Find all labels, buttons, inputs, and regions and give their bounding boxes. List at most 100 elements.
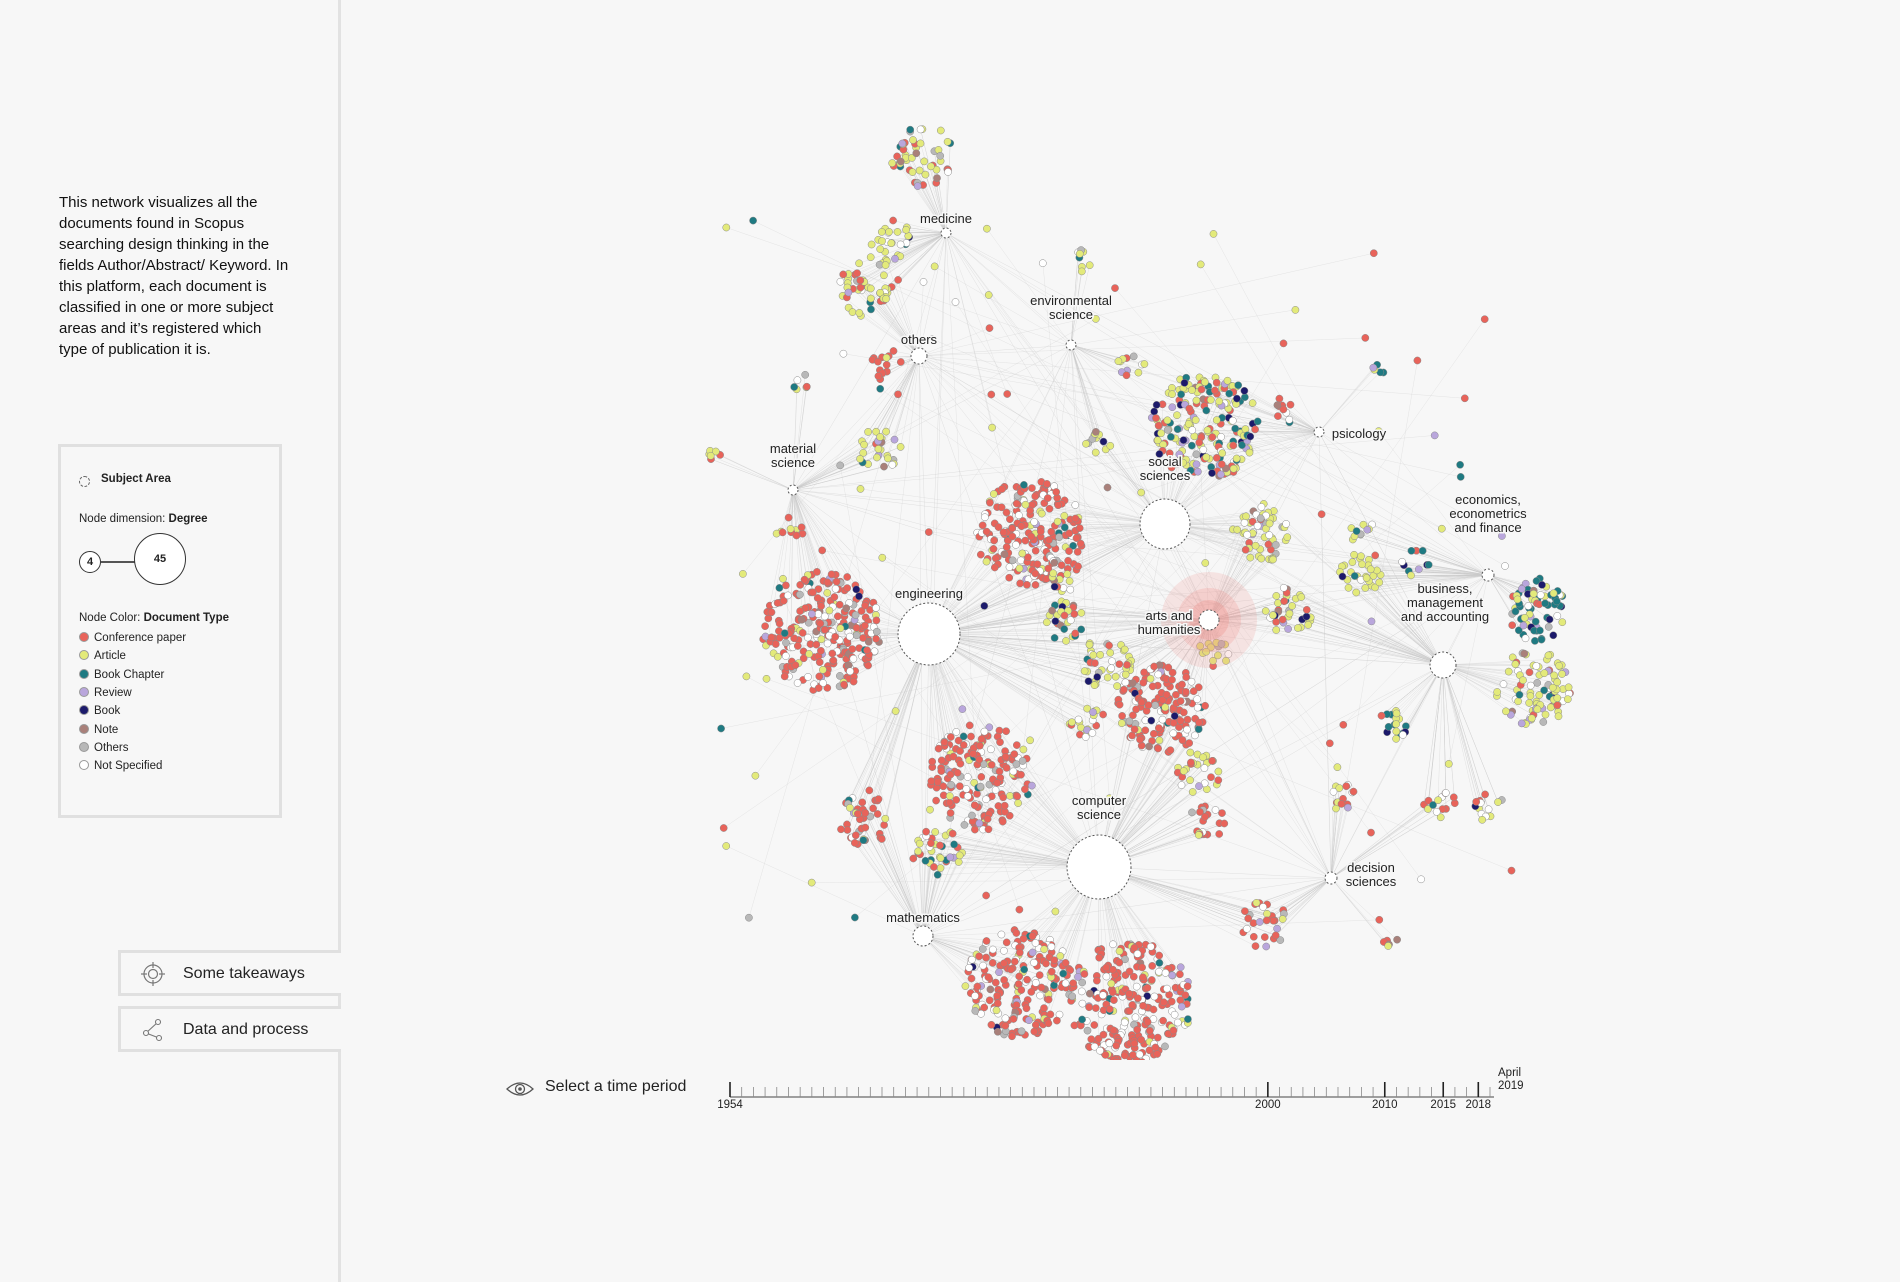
document-node[interactable] xyxy=(984,825,993,834)
document-node[interactable] xyxy=(1137,698,1146,707)
document-node[interactable] xyxy=(1154,744,1162,753)
subject-area-node[interactable] xyxy=(1065,339,1077,351)
document-node[interactable] xyxy=(780,629,789,638)
document-node[interactable] xyxy=(880,462,888,471)
document-node[interactable] xyxy=(1074,715,1083,724)
document-node[interactable] xyxy=(835,600,844,609)
document-node[interactable] xyxy=(1007,965,1015,974)
document-node[interactable] xyxy=(1173,411,1181,420)
document-node[interactable] xyxy=(909,136,917,144)
document-node[interactable] xyxy=(798,629,807,637)
document-node[interactable] xyxy=(1159,998,1168,1007)
document-node[interactable] xyxy=(1532,662,1541,670)
document-node[interactable] xyxy=(1033,560,1042,569)
document-node[interactable] xyxy=(1134,368,1143,377)
document-node[interactable] xyxy=(996,738,1004,747)
document-node[interactable] xyxy=(1533,679,1542,687)
document-node[interactable] xyxy=(1146,674,1155,683)
document-node[interactable] xyxy=(1158,696,1167,704)
document-node[interactable] xyxy=(1317,510,1326,519)
document-node[interactable] xyxy=(1407,571,1415,580)
document-node[interactable] xyxy=(779,574,787,583)
document-node[interactable] xyxy=(1352,527,1361,535)
document-node[interactable] xyxy=(1000,801,1009,810)
document-node[interactable] xyxy=(1302,612,1311,621)
document-node[interactable] xyxy=(861,601,869,610)
document-node[interactable] xyxy=(1252,898,1261,907)
document-node[interactable] xyxy=(887,239,896,248)
document-node[interactable] xyxy=(987,760,996,769)
document-node[interactable] xyxy=(914,847,922,856)
document-node[interactable] xyxy=(1186,748,1195,757)
document-node[interactable] xyxy=(853,269,861,278)
document-node[interactable] xyxy=(796,581,805,589)
document-node[interactable] xyxy=(1243,924,1251,933)
document-node[interactable] xyxy=(1342,782,1351,791)
document-node[interactable] xyxy=(950,840,958,849)
document-node[interactable] xyxy=(1436,813,1445,822)
document-node[interactable] xyxy=(800,575,809,584)
document-node[interactable] xyxy=(984,291,993,299)
document-node[interactable] xyxy=(1222,656,1230,665)
document-node[interactable] xyxy=(1232,454,1241,463)
document-node[interactable] xyxy=(1282,520,1290,528)
document-node[interactable] xyxy=(1080,970,1089,978)
document-node[interactable] xyxy=(1161,969,1170,977)
document-node[interactable] xyxy=(1139,1001,1147,1010)
document-node[interactable] xyxy=(775,584,784,592)
document-node[interactable] xyxy=(1009,1015,1018,1023)
document-node[interactable] xyxy=(830,593,839,601)
document-node[interactable] xyxy=(1480,315,1489,324)
document-node[interactable] xyxy=(853,809,862,818)
document-node[interactable] xyxy=(848,645,857,653)
document-node[interactable] xyxy=(1531,617,1540,626)
document-node[interactable] xyxy=(780,672,789,681)
document-node[interactable] xyxy=(1229,441,1238,450)
document-node[interactable] xyxy=(1269,555,1277,564)
document-node[interactable] xyxy=(804,633,812,642)
document-node[interactable] xyxy=(1002,764,1011,772)
document-node[interactable] xyxy=(1016,579,1024,588)
document-node[interactable] xyxy=(1082,439,1090,448)
document-node[interactable] xyxy=(1297,593,1306,601)
document-node[interactable] xyxy=(1050,558,1059,567)
document-node[interactable] xyxy=(1513,595,1522,604)
document-node[interactable] xyxy=(1120,1051,1129,1060)
document-node[interactable] xyxy=(1199,753,1207,762)
document-node[interactable] xyxy=(1031,569,1040,578)
document-node[interactable] xyxy=(1153,1033,1162,1042)
document-node[interactable] xyxy=(1040,945,1048,954)
document-node[interactable] xyxy=(1554,712,1563,721)
document-node[interactable] xyxy=(1181,991,1190,999)
document-node[interactable] xyxy=(855,259,863,268)
document-node[interactable] xyxy=(936,151,945,160)
document-node[interactable] xyxy=(1002,938,1011,947)
document-node[interactable] xyxy=(823,589,832,597)
document-node[interactable] xyxy=(749,216,757,225)
document-node[interactable] xyxy=(986,985,995,994)
document-node[interactable] xyxy=(1563,695,1572,704)
document-node[interactable] xyxy=(1533,705,1542,714)
document-node[interactable] xyxy=(1155,959,1164,967)
document-node[interactable] xyxy=(1191,416,1200,424)
document-node[interactable] xyxy=(1059,584,1068,592)
document-node[interactable] xyxy=(912,149,921,158)
document-node[interactable] xyxy=(1263,909,1271,918)
document-node[interactable] xyxy=(1028,484,1036,492)
document-node[interactable] xyxy=(1176,697,1185,705)
document-node[interactable] xyxy=(1212,416,1221,424)
document-node[interactable] xyxy=(1201,701,1209,710)
document-node[interactable] xyxy=(881,261,890,269)
document-node[interactable] xyxy=(1529,589,1538,598)
document-node[interactable] xyxy=(1077,267,1086,276)
subject-area-business[interactable]: business, management and accountingbusines… xyxy=(1399,580,1491,679)
document-node[interactable] xyxy=(877,228,886,236)
document-node[interactable] xyxy=(808,610,816,618)
document-node[interactable] xyxy=(1020,965,1029,974)
document-node[interactable] xyxy=(1120,1018,1129,1027)
document-node[interactable] xyxy=(872,427,880,436)
document-node[interactable] xyxy=(784,591,792,600)
